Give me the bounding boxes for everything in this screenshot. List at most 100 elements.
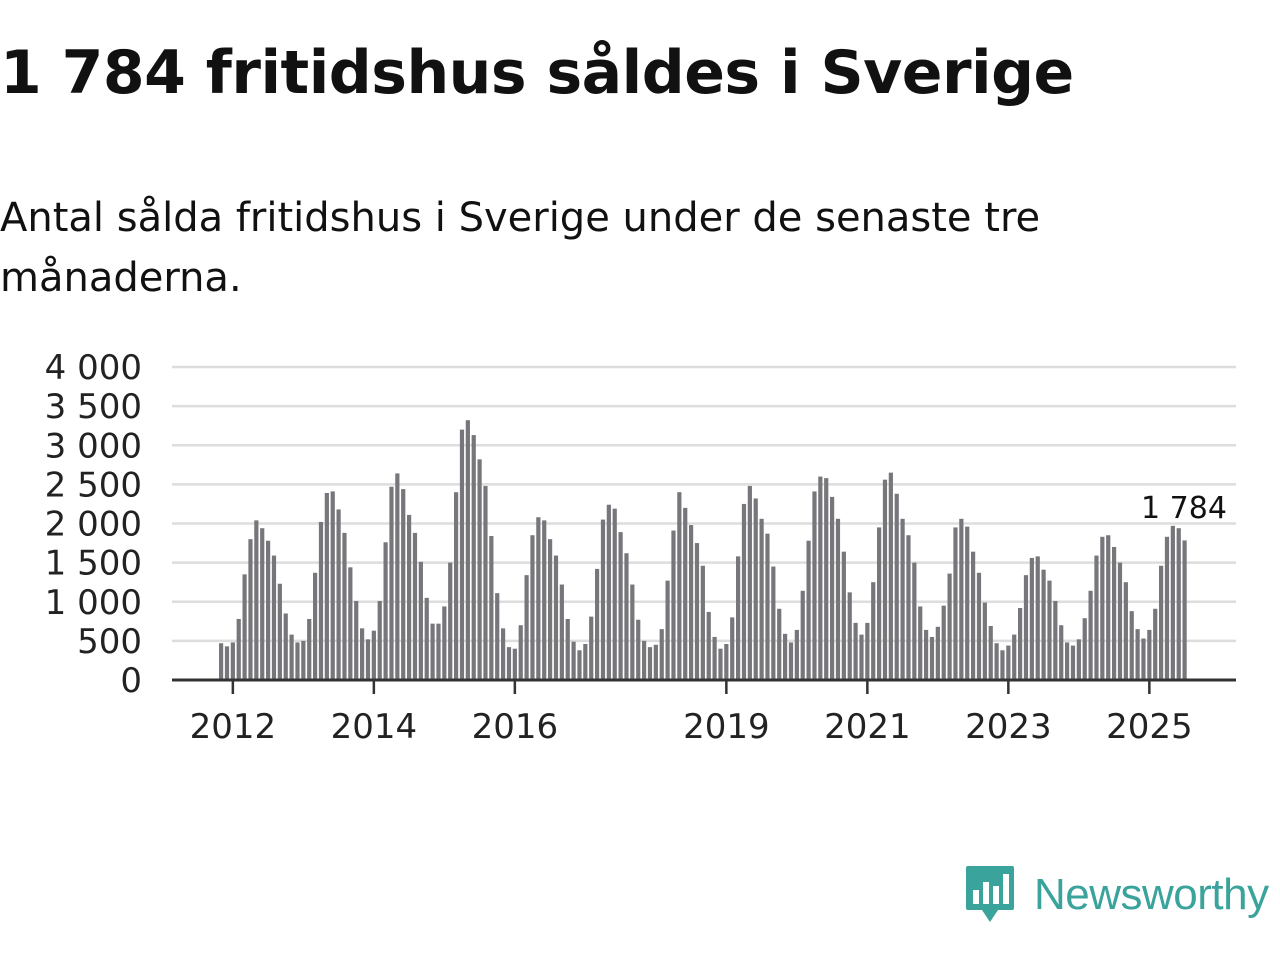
bar — [595, 568, 600, 680]
bar — [976, 572, 982, 680]
bar — [665, 580, 670, 680]
bar — [1059, 625, 1064, 680]
bar — [1070, 645, 1076, 680]
bar — [706, 611, 711, 680]
bar — [765, 533, 770, 680]
bar — [418, 561, 423, 680]
bar — [295, 642, 300, 680]
bar — [224, 646, 230, 680]
x-tick-label: 2021 — [824, 707, 911, 747]
x-tick-label: 2023 — [965, 707, 1052, 747]
bar — [871, 582, 876, 680]
bar — [677, 492, 682, 680]
bar — [877, 527, 882, 680]
bar — [1012, 634, 1017, 680]
chart-subtitle: Antal sålda fritidshus i Sverige under d… — [0, 195, 1041, 301]
newsworthy-logo-icon — [966, 866, 1014, 922]
bar — [759, 518, 764, 680]
bar — [260, 528, 265, 680]
bar — [671, 530, 676, 680]
bar — [724, 644, 729, 680]
bar — [894, 493, 899, 680]
bar — [1159, 565, 1164, 680]
bar — [771, 566, 776, 680]
bar — [718, 648, 723, 680]
bar — [736, 556, 741, 680]
bar — [577, 650, 582, 680]
bar — [1141, 638, 1146, 680]
bar — [900, 518, 905, 680]
bar — [318, 521, 324, 680]
bar — [753, 498, 758, 680]
bar — [589, 616, 594, 680]
bar — [959, 518, 964, 680]
bar — [365, 639, 371, 680]
bar — [230, 642, 235, 680]
bar — [1082, 618, 1087, 680]
bar — [407, 514, 412, 680]
bar — [941, 605, 946, 680]
bar — [383, 542, 388, 680]
bar — [289, 634, 294, 680]
bar — [336, 509, 341, 680]
bar — [553, 555, 559, 680]
bar — [882, 479, 888, 680]
bar — [266, 540, 271, 680]
bar — [777, 608, 782, 680]
bar — [559, 584, 564, 680]
bar — [248, 539, 253, 680]
bar — [847, 592, 852, 680]
bar — [1170, 525, 1175, 680]
bar — [1182, 540, 1187, 680]
bar — [454, 492, 459, 680]
bar — [436, 623, 441, 680]
bar — [307, 618, 312, 680]
bar — [929, 636, 935, 680]
bar — [612, 508, 617, 680]
bar — [389, 486, 394, 680]
bar — [653, 644, 658, 680]
bar — [830, 496, 835, 680]
bar — [953, 527, 958, 680]
bar — [530, 535, 535, 680]
bar — [1088, 590, 1093, 680]
bar — [565, 618, 570, 680]
bar — [1112, 546, 1117, 680]
bar — [1000, 650, 1005, 680]
bar — [324, 492, 329, 680]
bar — [606, 504, 611, 680]
page-title: 1 784 fritidshus såldes i Sverige — [0, 38, 1074, 108]
bar — [1176, 528, 1181, 680]
x-tick-label: 2025 — [1106, 707, 1193, 747]
x-tick-label: 2019 — [683, 707, 770, 747]
bar — [1106, 535, 1111, 680]
bar — [841, 551, 846, 680]
bar — [630, 584, 635, 680]
bar — [812, 491, 817, 680]
bar — [730, 617, 735, 680]
bar — [524, 575, 529, 680]
bar — [219, 643, 224, 680]
bar — [1006, 645, 1011, 680]
bar — [254, 520, 259, 680]
newsworthy-logo: Newsworthy — [964, 864, 1269, 926]
y-tick-label: 0 — [120, 661, 142, 701]
bar — [700, 565, 705, 680]
bar — [548, 539, 553, 680]
bar — [342, 532, 347, 680]
x-axis-ticks: 2012 2014 2016 2019 2021 2023 2025 — [190, 680, 1193, 747]
y-tick-label: 2 500 — [45, 465, 142, 505]
bar — [647, 647, 653, 680]
bar — [988, 626, 993, 680]
x-tick-label: 2016 — [472, 707, 559, 747]
latest-value-label: 1 784 — [1141, 491, 1227, 526]
bar — [442, 606, 447, 680]
bar — [1035, 556, 1040, 680]
bar — [694, 543, 700, 680]
bar — [800, 590, 805, 680]
bar — [1023, 575, 1029, 680]
bar — [430, 623, 435, 680]
y-tick-label: 500 — [77, 622, 142, 662]
bar — [1018, 608, 1023, 680]
